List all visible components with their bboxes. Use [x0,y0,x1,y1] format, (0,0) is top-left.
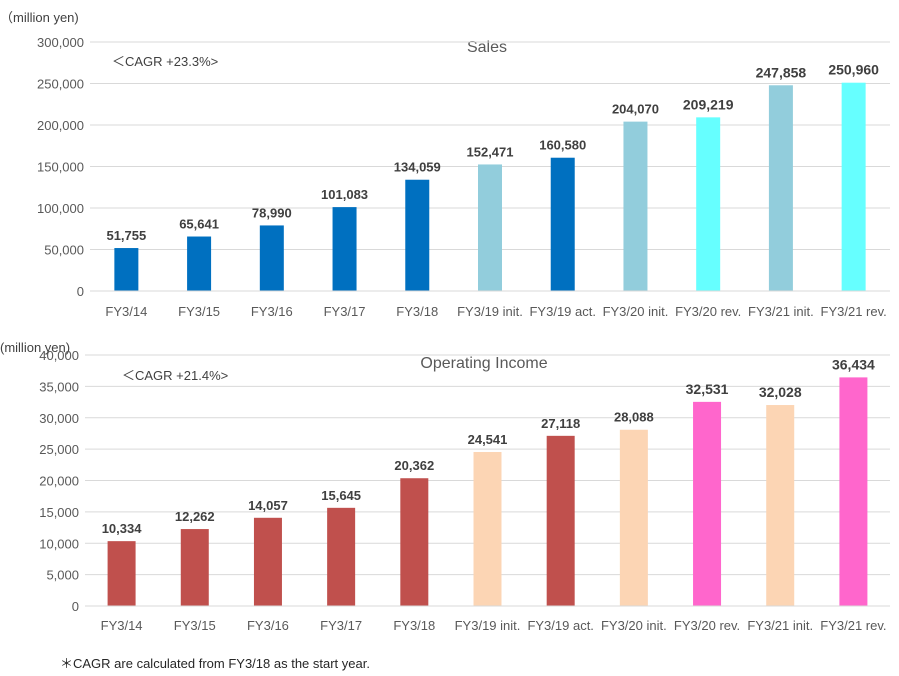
bar-fy3-20-init [623,121,648,291]
bar-fy3-17 [332,207,357,291]
y-tick-label: 50,000 [44,243,84,258]
x-category-label: FY3/20 rev. [675,304,741,319]
bar-fy3-19-init [478,164,502,291]
x-category-label: FY3/15 [174,618,216,633]
y-tick-label: 250,000 [37,77,84,92]
x-category-label: FY3/21 init. [747,618,813,633]
bar-fy3-21-init [766,405,795,606]
y-tick-label: 30,000 [39,411,79,426]
y-tick-label: 40,000 [39,348,79,363]
y-tick-label: 5,000 [46,568,79,583]
bar-value-label: 14,057 [248,498,288,513]
y-tick-label: 20,000 [39,474,79,489]
bar-value-label: 36,434 [832,356,875,372]
bar-value-label: 15,645 [321,488,361,503]
bar-fy3-18 [400,478,429,606]
y-tick-label: 25,000 [39,442,79,457]
x-category-label: FY3/16 [251,304,293,319]
y-tick-label: 300,000 [37,35,84,50]
bar-value-label: 101,083 [321,187,368,202]
bar-value-label: 20,362 [394,458,434,473]
bar-fy3-20-init [619,429,648,606]
x-category-label: FY3/18 [396,304,438,319]
bar-value-label: 51,755 [106,228,146,243]
x-category-label: FY3/21 rev. [820,618,886,633]
bar-fy3-20-rev [693,401,722,606]
bar-value-label: 32,531 [686,381,729,397]
operating-income-unit-label: (million yen) [0,340,70,355]
bar-fy3-21-init [768,85,793,291]
bar-fy3-16 [253,517,282,606]
bar-fy3-19-init [473,452,502,606]
bar-value-label: 247,858 [756,64,807,80]
bar-value-label: 209,219 [683,96,734,112]
bar-fy3-17 [327,507,356,606]
bar-value-label: 65,641 [179,217,219,232]
x-category-label: FY3/16 [247,618,289,633]
x-category-label: FY3/19 init. [457,304,523,319]
x-category-label: FY3/17 [320,618,362,633]
y-tick-label: 0 [77,284,84,299]
bar-value-label: 12,262 [175,509,215,524]
bar-fy3-19-act [550,157,575,291]
y-tick-label: 15,000 [39,505,79,520]
bar-value-label: 27,118 [541,416,580,431]
bar-fy3-18 [405,179,430,291]
bar-fy3-14 [107,541,136,606]
bar-value-label: 204,070 [612,102,659,117]
y-tick-label: 0 [72,599,79,614]
y-tick-label: 100,000 [37,201,84,216]
operating-income-chart: (million yen) Operating Income ＜CAGR +21… [0,340,890,633]
bar-fy3-15 [180,529,209,606]
operating-income-chart-title: Operating Income [420,355,547,372]
x-category-label: FY3/20 init. [603,304,669,319]
bar-fy3-20-rev [696,117,721,291]
bar-value-label: 32,028 [759,384,802,400]
x-category-label: FY3/19 act. [529,304,595,319]
x-category-label: FY3/19 act. [527,618,593,633]
x-category-label: FY3/20 rev. [674,618,740,633]
bar-value-label: 160,580 [539,138,586,153]
bar-fy3-21-rev [841,82,866,291]
bar-value-label: 24,541 [468,432,508,447]
bar-fy3-14 [114,248,139,291]
x-category-label: FY3/14 [101,618,143,633]
y-tick-label: 35,000 [39,379,79,394]
x-category-label: FY3/20 init. [601,618,667,633]
sales-chart: （million yen) Sales ＜CAGR +23.3%> 51,755… [0,10,890,319]
cagr-footnote: ＊CAGR are calculated from FY3/18 as the … [60,656,370,671]
bar-value-label: 134,059 [394,160,441,175]
sales-unit-label: （million yen) [0,10,79,25]
bar-value-label: 28,088 [614,410,654,425]
sales-chart-title: Sales [467,39,507,56]
bar-value-label: 78,990 [252,205,292,220]
bar-fy3-15 [187,236,212,291]
y-tick-label: 150,000 [37,160,84,175]
sales-cagr-annotation: ＜CAGR +23.3%> [112,54,218,69]
bar-fy3-21-rev [839,377,868,606]
bar-value-label: 250,960 [828,62,879,78]
x-category-label: FY3/15 [178,304,220,319]
x-category-label: FY3/17 [324,304,366,319]
bar-value-label: 10,334 [102,521,143,536]
x-category-label: FY3/21 rev. [821,304,887,319]
operating-income-cagr-annotation: ＜CAGR +21.4%> [122,368,228,383]
bar-fy3-16 [259,225,284,291]
x-category-label: FY3/19 init. [455,618,521,633]
y-tick-label: 10,000 [39,536,79,551]
bar-fy3-19-act [546,435,575,606]
y-tick-label: 200,000 [37,118,84,133]
x-category-label: FY3/21 init. [748,304,814,319]
x-category-label: FY3/14 [105,304,147,319]
x-category-label: FY3/18 [393,618,435,633]
bar-value-label: 152,471 [467,144,514,159]
